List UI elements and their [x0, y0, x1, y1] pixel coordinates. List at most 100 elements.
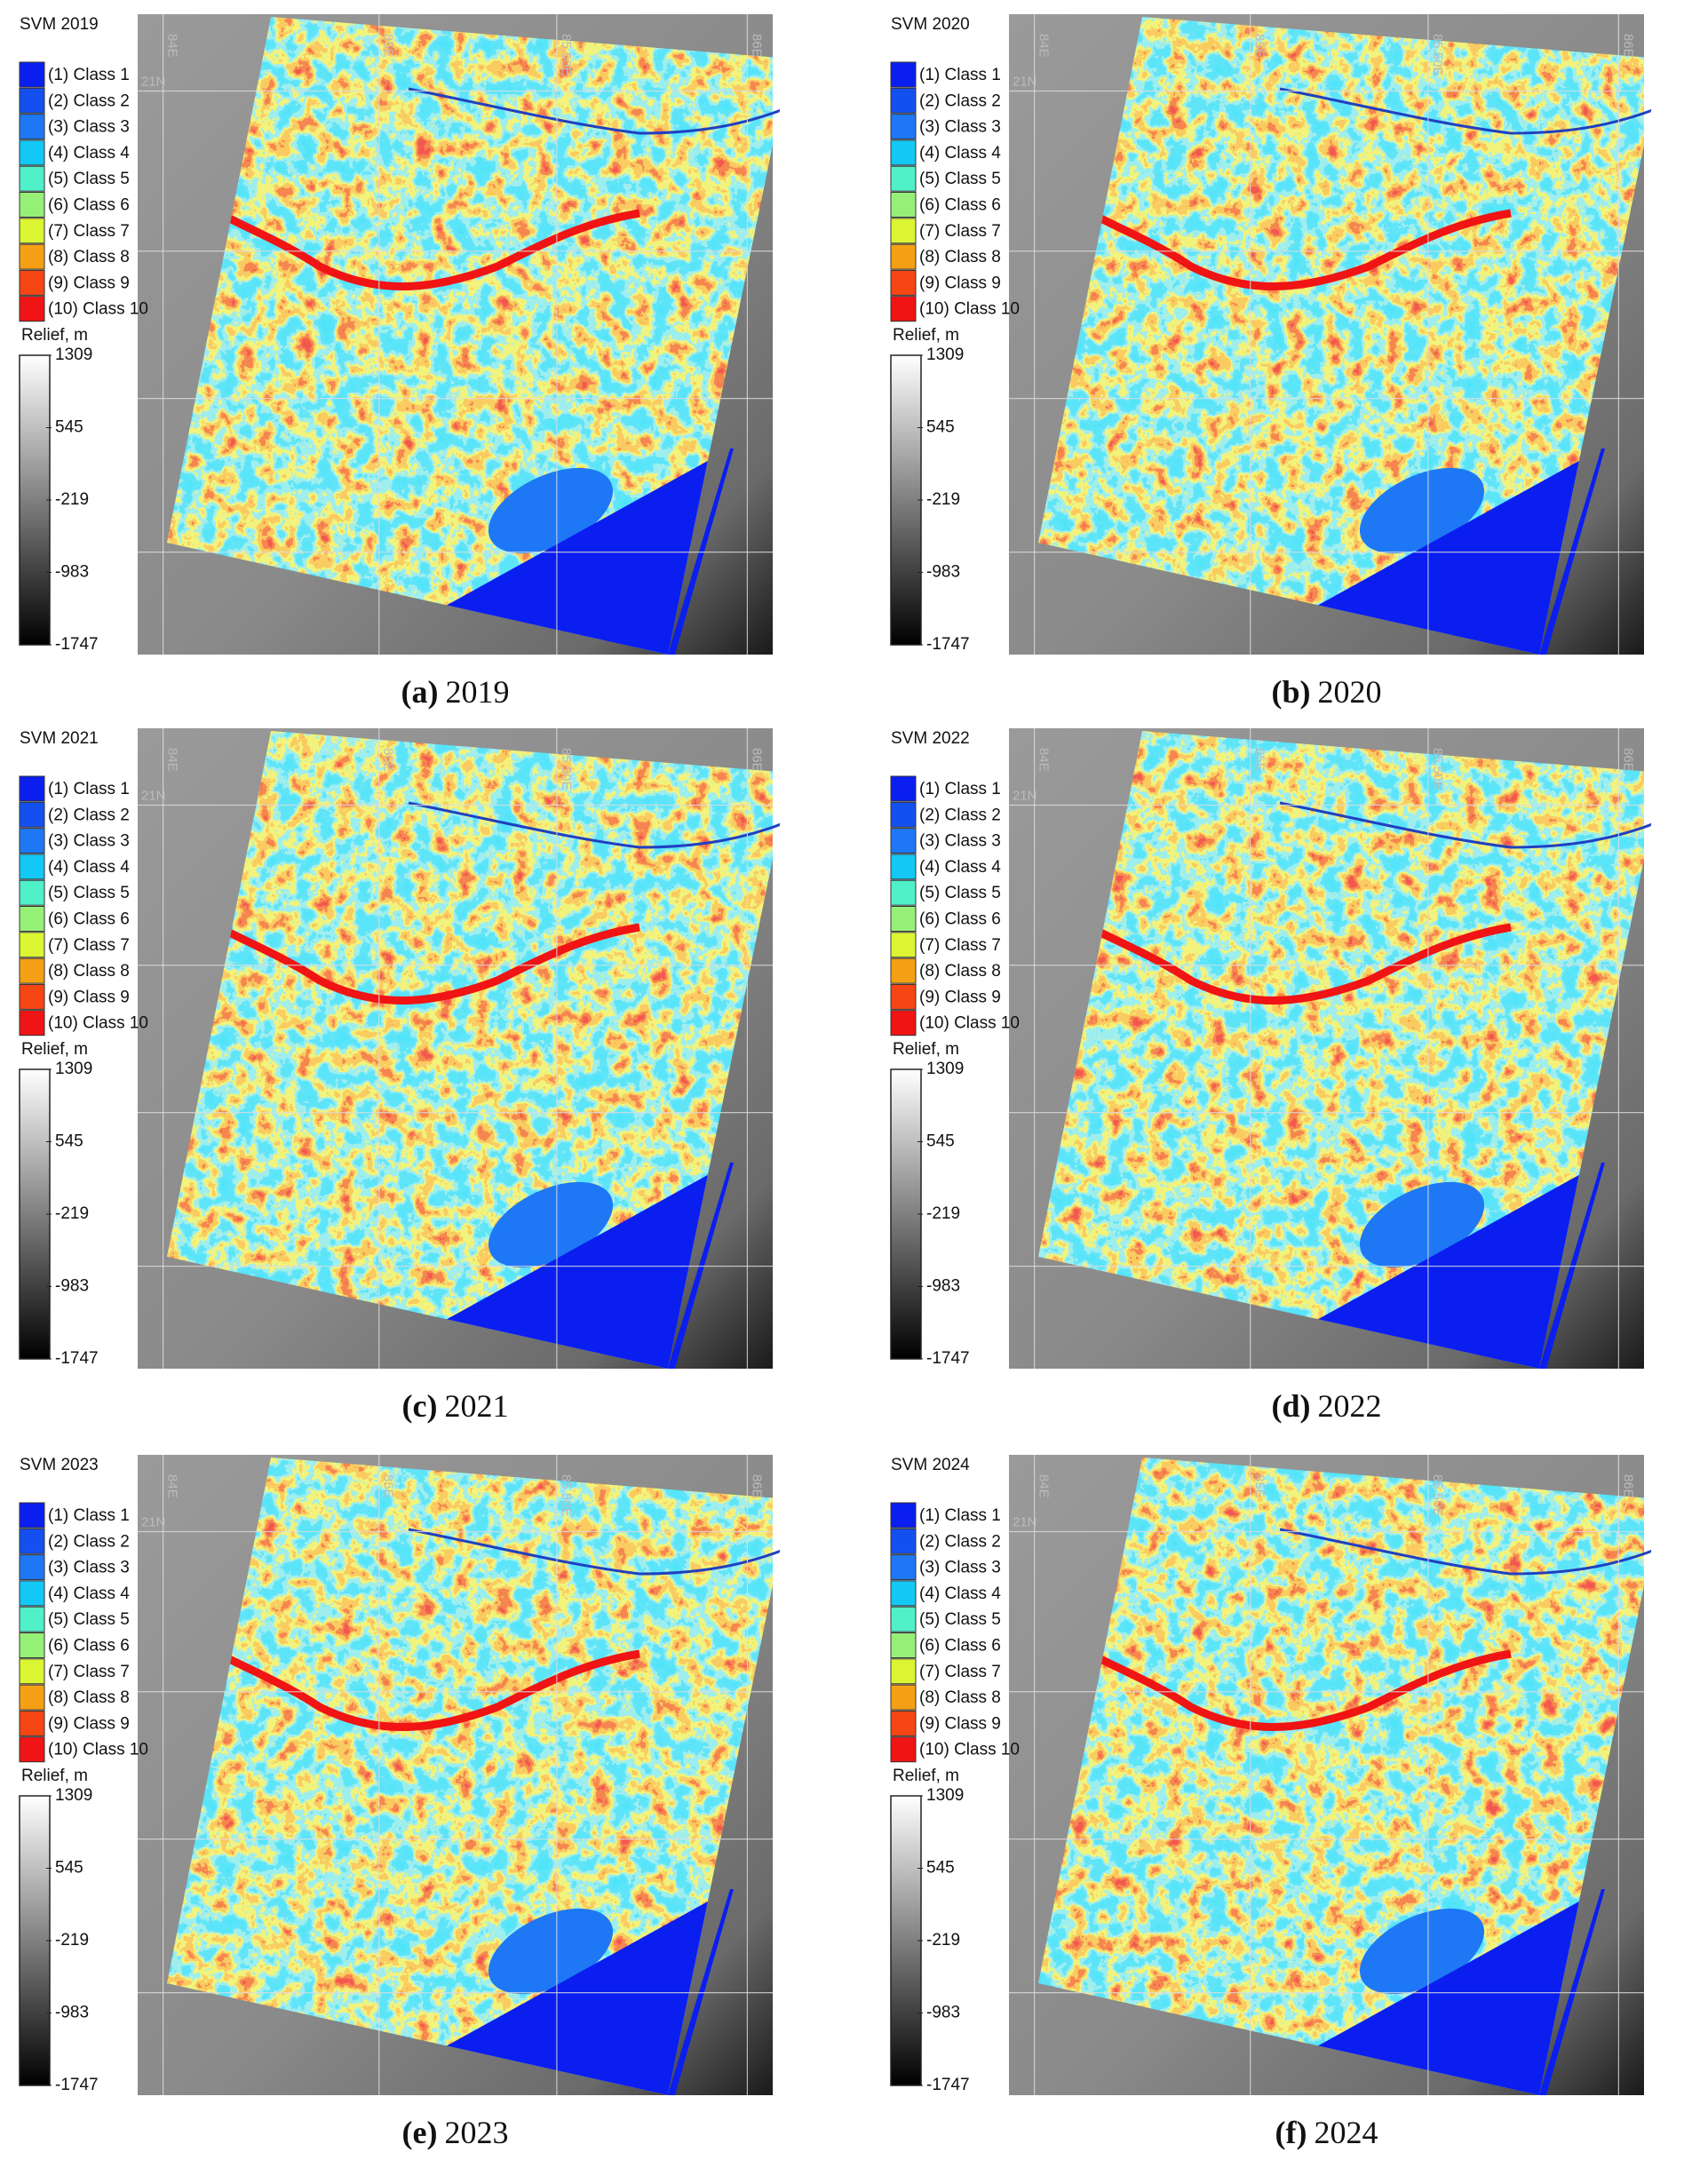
legend-label: (3) Class 3 [919, 118, 1001, 137]
map-panel: 84E 85E 85.50E 86E 21N SVM 2022 (1) Class 1 (2)… [890, 728, 1662, 1424]
river-north [1279, 801, 1662, 849]
legend-label: (10) Class 10 [48, 1741, 148, 1759]
legend-swatch [890, 828, 917, 854]
river-north [1279, 87, 1662, 135]
legend-label: (9) Class 9 [919, 988, 1001, 1006]
map-panel: 84E 85E 85.50E 86E 21N SVM 2019 (1) Class 1 (2)… [19, 14, 790, 710]
graticule-label: 85E [381, 1474, 396, 1498]
legend-label: (4) Class 4 [48, 858, 130, 877]
relief-tick-label: 1309 [926, 1060, 964, 1078]
relief-title: Relief, m [893, 326, 959, 345]
legend-swatch [890, 1658, 917, 1685]
legend-swatch [19, 243, 45, 270]
relief-tick-label: 545 [926, 1132, 955, 1151]
graticule-label: 84E [165, 34, 180, 58]
legend-swatch [19, 1010, 45, 1036]
relief-tick-label: -219 [55, 1204, 89, 1223]
legend-label: (6) Class 6 [48, 910, 130, 929]
map-panel: 84E 85E 85.50E 86E 21N SVM 2023 (1) Class 1 (2)… [19, 1455, 790, 2150]
caption: (f) 2024 [1275, 2115, 1378, 2150]
legend-swatch [19, 957, 45, 984]
legend-swatch [19, 1606, 45, 1632]
graticule-label: 21N [1013, 1514, 1037, 1529]
relief-tick-label: -1747 [55, 2076, 99, 2094]
legend-label: (10) Class 10 [919, 1014, 1020, 1033]
legend-label: (8) Class 8 [919, 248, 1001, 266]
legend-label: (3) Class 3 [919, 832, 1001, 851]
legend-swatch [890, 1710, 917, 1736]
graticule-label: 85.50E [1430, 34, 1445, 76]
panel-title: SVM 2020 [891, 15, 970, 34]
legend-label: (6) Class 6 [919, 196, 1001, 215]
legend-label: (3) Class 3 [919, 1559, 1001, 1577]
legend-label: (9) Class 9 [919, 274, 1001, 292]
legend-label: (5) Class 5 [48, 170, 130, 188]
relief-tick-label: -219 [926, 1204, 960, 1223]
graticule-label: 85.50E [1430, 1474, 1445, 1517]
legend-swatch [890, 983, 917, 1010]
legend-swatch [19, 1502, 45, 1529]
relief-tick-label: -1747 [926, 2076, 970, 2094]
legend-swatch [890, 87, 917, 114]
caption-year: 2024 [1314, 2115, 1378, 2150]
legend-swatch [19, 269, 45, 296]
relief-bar [890, 1795, 922, 2086]
legend-label: (5) Class 5 [48, 1610, 130, 1629]
legend-swatch [19, 775, 45, 802]
legend-swatch [19, 801, 45, 828]
legend-label: (8) Class 8 [48, 248, 130, 266]
legend-swatch [19, 1632, 45, 1658]
legend-swatch [19, 1684, 45, 1711]
legend-swatch [19, 1554, 45, 1581]
relief-tick-label: -1747 [55, 1349, 99, 1368]
relief-tick-label: -219 [55, 490, 89, 509]
legend-swatch [890, 114, 917, 140]
legend-label: (3) Class 3 [48, 832, 130, 851]
legend-label: (10) Class 10 [48, 300, 148, 319]
legend-label: (2) Class 2 [919, 1532, 1001, 1551]
legend-label: (1) Class 1 [48, 780, 130, 798]
caption-year: 2021 [444, 1388, 508, 1424]
legend-swatch [19, 87, 45, 114]
relief-title: Relief, m [21, 1040, 88, 1059]
graticule-label: 86E [1620, 34, 1635, 58]
legend-label: (5) Class 5 [919, 1610, 1001, 1629]
legend-label: (6) Class 6 [919, 1637, 1001, 1656]
relief-tick-label: 545 [926, 418, 955, 437]
legend-label: (7) Class 7 [919, 222, 1001, 241]
relief-tick-label: -983 [926, 1277, 960, 1296]
legend-label: (2) Class 2 [919, 806, 1001, 824]
legend-label: (10) Class 10 [919, 300, 1020, 319]
graticule-label: 86E [749, 748, 764, 772]
caption: (d) 2022 [1272, 1388, 1382, 1424]
legend-swatch [890, 243, 917, 270]
graticule-label: 21N [141, 788, 166, 803]
legend-label: (7) Class 7 [48, 222, 130, 241]
legend-label: (4) Class 4 [919, 144, 1001, 163]
legend-swatch [890, 1684, 917, 1711]
legend-label: (9) Class 9 [48, 1714, 130, 1733]
legend-label: (6) Class 6 [48, 196, 130, 215]
graticule-label: 86E [1620, 1474, 1635, 1498]
relief-tick-label: -219 [926, 490, 960, 509]
graticule-label: 84E [165, 1474, 180, 1498]
legend-swatch [890, 1502, 917, 1529]
legend-label: (5) Class 5 [919, 170, 1001, 188]
relief-title: Relief, m [21, 1767, 88, 1785]
sea-outer [1539, 449, 1605, 655]
panel-title: SVM 2019 [20, 15, 99, 34]
relief-bar [890, 1068, 922, 1360]
legend-swatch [19, 1580, 45, 1607]
legend-label: (6) Class 6 [48, 1637, 130, 1656]
legend-swatch [19, 218, 45, 244]
legend-swatch [890, 1580, 917, 1607]
relief-tick-label: -983 [55, 2004, 89, 2022]
relief-tick-label: -219 [926, 1931, 960, 1950]
legend-label: (5) Class 5 [48, 884, 130, 902]
legend-label: (10) Class 10 [48, 1014, 148, 1033]
river-north [408, 87, 790, 135]
graticule-label: 86E [749, 1474, 764, 1498]
relief-tick-label: -1747 [926, 635, 970, 654]
caption: (c) 2021 [402, 1388, 509, 1424]
